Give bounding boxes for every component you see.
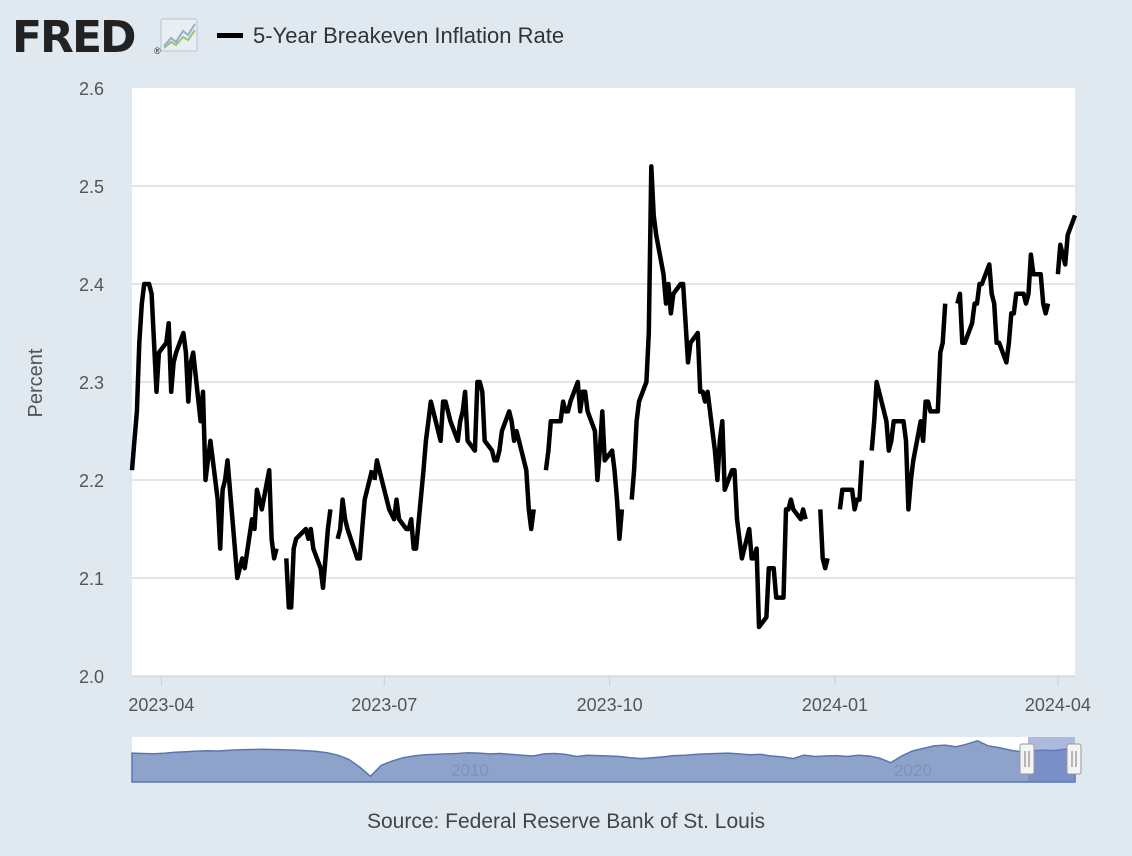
fred-trend-graph-icon (160, 18, 198, 52)
legend-line-swatch (217, 33, 243, 38)
series-line-segment-8 (869, 303, 948, 512)
navigator-area (131, 739, 1076, 783)
y-axis-label: Percent (25, 348, 47, 417)
navigator-left-handle[interactable] (1019, 743, 1035, 775)
x-tick-label-2023-04: 2023-04 (128, 695, 194, 715)
series-line-segment-1 (284, 509, 333, 610)
series-line-segment-6 (818, 509, 830, 571)
y-tick-label-2.1: 2.1 (79, 569, 104, 589)
series-line-segment-4 (543, 379, 625, 542)
range-navigator[interactable]: 2010 2020 (131, 737, 1082, 783)
chart-header: FRED ® 5-Year Breakeven Inflation Rate (12, 14, 912, 62)
navigator-label-2020: 2020 (894, 761, 932, 780)
y-tick-label-2.3: 2.3 (79, 373, 104, 393)
y-tick-label-2.5: 2.5 (79, 177, 104, 197)
fred-logo[interactable]: FRED (12, 12, 137, 63)
y-tick-label-2.4: 2.4 (79, 275, 104, 295)
legend-label[interactable]: 5-Year Breakeven Inflation Rate (253, 23, 565, 48)
series-5y-breakeven (129, 164, 1078, 630)
series-line-segment-2 (335, 469, 375, 561)
series-line-segment-0 (129, 281, 279, 581)
series-line-segment-9 (955, 252, 1051, 365)
line-chart: 2.02.12.22.32.42.52.6 2023-04 2023-07 2023… (25, 79, 1091, 783)
navigator-right-handle[interactable] (1066, 743, 1082, 775)
series-line-segment-5 (629, 164, 808, 630)
registered-mark: ® (154, 46, 161, 56)
series-line-segment-10 (1055, 214, 1078, 275)
x-tick-label-2024-01: 2024-01 (802, 695, 868, 715)
y-tick-label-2.6: 2.6 (79, 79, 104, 99)
series-line-segment-3 (372, 379, 536, 551)
y-axis-ticks: 2.0 2.1 2.2 2.3 2.4 2.5 2.6 (79, 79, 104, 687)
navigator-label-2010: 2010 (451, 761, 489, 780)
series-line-segment-7 (837, 460, 865, 512)
x-tick-label-2023-10: 2023-10 (577, 695, 643, 715)
x-axis-ticks: 2023-04 2023-07 2023-10 2024-01 2024-04 (128, 676, 1091, 715)
x-tick-label-2024-04: 2024-04 (1025, 695, 1091, 715)
y-tick-label-2.0: 2.0 (79, 667, 104, 687)
x-tick-label-2023-07: 2023-07 (351, 695, 417, 715)
y-tick-label-2.2: 2.2 (79, 471, 104, 491)
source-credit: Source: Federal Reserve Bank of St. Loui… (366, 810, 766, 833)
